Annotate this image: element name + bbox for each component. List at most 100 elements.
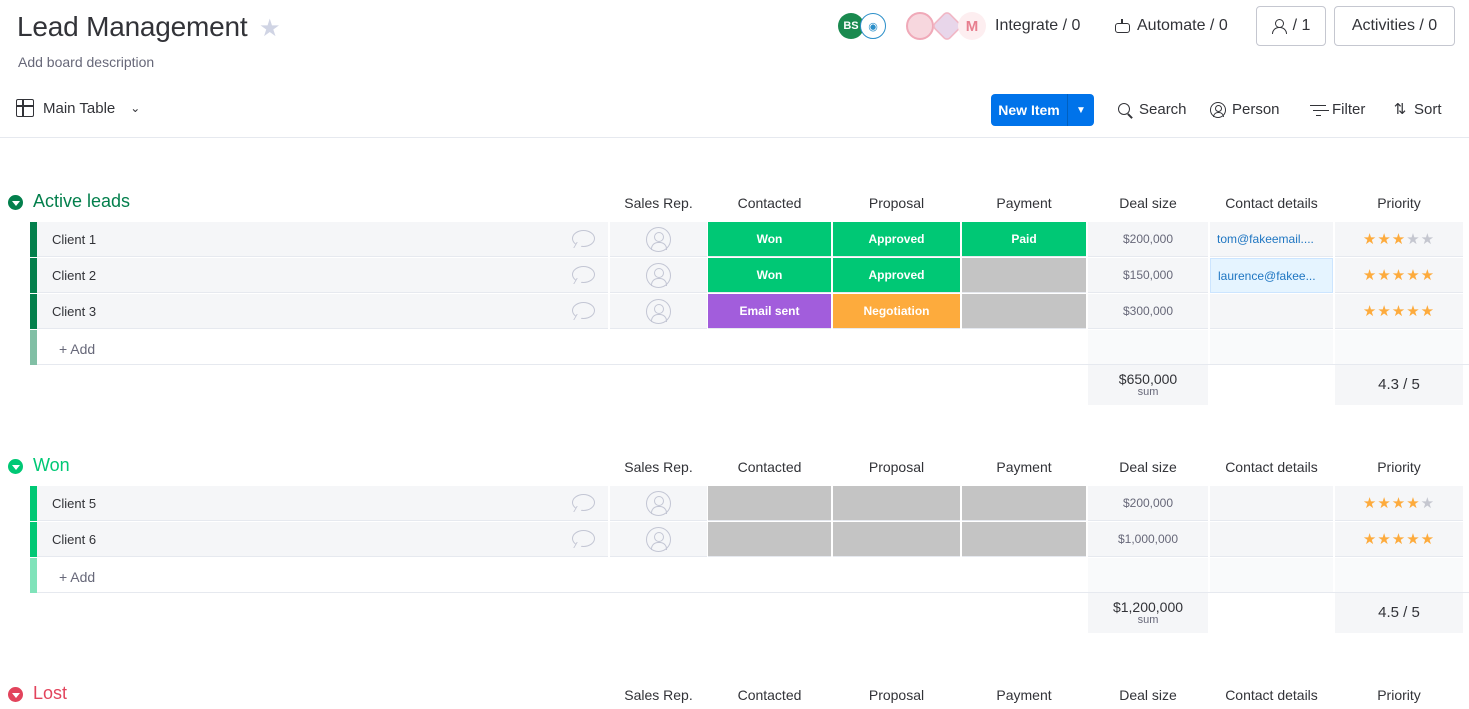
- sales-rep-cell[interactable]: [610, 486, 707, 521]
- table-row[interactable]: Client 5 $200,000 ★★★★★: [30, 486, 1469, 521]
- column-header-sales-rep[interactable]: Sales Rep.: [624, 459, 693, 475]
- group-collapse-icon[interactable]: [8, 195, 23, 210]
- chevron-down-icon[interactable]: ⌄: [130, 101, 141, 115]
- item-name[interactable]: Client 5: [52, 496, 97, 511]
- filter-button[interactable]: Filter: [1310, 101, 1365, 118]
- column-header-contacted[interactable]: Contacted: [737, 459, 802, 475]
- column-header-proposal[interactable]: Proposal: [868, 195, 925, 211]
- priority-rating[interactable]: ★★★★★: [1335, 522, 1463, 557]
- status-payment[interactable]: [962, 294, 1086, 329]
- deal-size-cell[interactable]: $300,000: [1088, 294, 1208, 329]
- add-item-label[interactable]: + Add: [59, 569, 96, 585]
- column-header-deal-size[interactable]: Deal size: [1119, 195, 1177, 211]
- deal-size-cell[interactable]: $150,000: [1088, 258, 1208, 293]
- status-proposal[interactable]: Negotiation: [833, 294, 960, 329]
- subscriber-eye-icon[interactable]: ◉: [860, 13, 886, 39]
- priority-rating[interactable]: ★★★★★: [1335, 258, 1463, 293]
- column-header-contact-details[interactable]: Contact details: [1225, 459, 1318, 475]
- status-contacted[interactable]: [708, 522, 831, 557]
- item-name[interactable]: Client 2: [52, 268, 97, 283]
- row-name-cell[interactable]: Client 1: [37, 222, 608, 257]
- item-name[interactable]: Client 3: [52, 304, 97, 319]
- view-tab-main-table[interactable]: Main Table ⌄: [16, 99, 140, 117]
- automate-button[interactable]: Automate / 0: [1114, 17, 1228, 35]
- column-header-priority[interactable]: Priority: [1377, 195, 1421, 211]
- activities-button[interactable]: Activities / 0: [1334, 6, 1455, 46]
- group-title[interactable]: Active leads: [33, 191, 131, 211]
- table-row[interactable]: Client 2 Won Approved $150,000 laurence@…: [30, 258, 1469, 293]
- group-collapse-icon[interactable]: [8, 687, 23, 702]
- status-contacted[interactable]: Email sent: [708, 294, 831, 329]
- column-header-contact-details[interactable]: Contact details: [1225, 195, 1318, 211]
- user-avatar[interactable]: BS: [838, 13, 864, 39]
- column-header-deal-size[interactable]: Deal size: [1119, 459, 1177, 475]
- status-proposal[interactable]: Approved: [833, 222, 960, 257]
- comment-icon[interactable]: [571, 229, 595, 249]
- status-contacted[interactable]: Won: [708, 222, 831, 257]
- row-name-cell[interactable]: Client 3: [37, 294, 608, 329]
- column-header-priority[interactable]: Priority: [1377, 687, 1421, 703]
- priority-rating[interactable]: ★★★★★: [1335, 294, 1463, 329]
- priority-rating[interactable]: ★★★★★: [1335, 486, 1463, 521]
- contact-details-cell[interactable]: tom@fakeemail....: [1210, 222, 1333, 257]
- add-item-row[interactable]: + Add: [30, 558, 1469, 593]
- column-header-sales-rep[interactable]: Sales Rep.: [624, 195, 693, 211]
- contact-details-cell[interactable]: [1210, 294, 1333, 329]
- sort-button[interactable]: ⇅ Sort: [1392, 101, 1442, 118]
- deal-size-cell[interactable]: $200,000: [1088, 222, 1208, 257]
- table-row[interactable]: Client 1 Won Approved Paid $200,000 tom@…: [30, 222, 1469, 257]
- table-row[interactable]: Client 6 $1,000,000 ★★★★★: [30, 522, 1469, 557]
- board-description[interactable]: Add board description: [18, 54, 155, 70]
- members-button[interactable]: / 1: [1256, 6, 1326, 46]
- item-name[interactable]: Client 1: [52, 232, 97, 247]
- sales-rep-cell[interactable]: [610, 222, 707, 257]
- column-header-sales-rep[interactable]: Sales Rep.: [624, 687, 693, 703]
- comment-icon[interactable]: [571, 529, 595, 549]
- sales-rep-cell[interactable]: [610, 258, 707, 293]
- add-item-label[interactable]: + Add: [59, 341, 96, 357]
- person-filter-button[interactable]: Person: [1210, 101, 1280, 118]
- status-proposal[interactable]: [833, 486, 960, 521]
- contact-details-cell[interactable]: [1210, 522, 1333, 557]
- status-payment[interactable]: Paid: [962, 222, 1086, 257]
- comment-icon[interactable]: [571, 493, 595, 513]
- row-name-cell[interactable]: Client 6: [37, 522, 608, 557]
- comment-icon[interactable]: [571, 265, 595, 285]
- add-item-row[interactable]: + Add: [30, 330, 1469, 365]
- column-header-priority[interactable]: Priority: [1377, 459, 1421, 475]
- column-header-contacted[interactable]: Contacted: [737, 195, 802, 211]
- board-title[interactable]: Lead Management: [17, 11, 248, 42]
- comment-icon[interactable]: [571, 301, 595, 321]
- column-header-payment[interactable]: Payment: [996, 195, 1052, 211]
- sales-rep-cell[interactable]: [610, 522, 707, 557]
- row-name-cell[interactable]: Client 5: [37, 486, 608, 521]
- search-button[interactable]: Search: [1117, 101, 1187, 118]
- sales-rep-cell[interactable]: [610, 294, 707, 329]
- item-name[interactable]: Client 6: [52, 532, 97, 547]
- status-payment[interactable]: [962, 522, 1086, 557]
- column-header-proposal[interactable]: Proposal: [868, 687, 925, 703]
- status-contacted[interactable]: [708, 486, 831, 521]
- column-header-contacted[interactable]: Contacted: [737, 687, 802, 703]
- contact-details-cell[interactable]: [1210, 486, 1333, 521]
- chevron-down-icon[interactable]: ▼: [1076, 104, 1086, 116]
- integration-icons[interactable]: M: [906, 10, 992, 42]
- status-proposal[interactable]: Approved: [833, 258, 960, 293]
- column-header-contact-details[interactable]: Contact details: [1225, 687, 1318, 703]
- favorite-star-icon[interactable]: ★: [259, 15, 281, 42]
- column-header-deal-size[interactable]: Deal size: [1119, 687, 1177, 703]
- row-name-cell[interactable]: Client 2: [37, 258, 608, 293]
- group-collapse-icon[interactable]: [8, 459, 23, 474]
- priority-rating[interactable]: ★★★★★: [1335, 222, 1463, 257]
- deal-size-cell[interactable]: $1,000,000: [1088, 522, 1208, 557]
- contact-details-cell[interactable]: laurence@fakee...: [1210, 258, 1333, 293]
- new-item-button[interactable]: New Item ▼: [991, 94, 1094, 126]
- integrate-button[interactable]: Integrate / 0: [995, 17, 1081, 34]
- column-header-proposal[interactable]: Proposal: [868, 459, 925, 475]
- column-header-payment[interactable]: Payment: [996, 687, 1052, 703]
- column-header-payment[interactable]: Payment: [996, 459, 1052, 475]
- deal-size-cell[interactable]: $200,000: [1088, 486, 1208, 521]
- status-payment[interactable]: [962, 486, 1086, 521]
- group-title[interactable]: Won: [33, 455, 70, 475]
- table-row[interactable]: Client 3 Email sent Negotiation $300,000…: [30, 294, 1469, 329]
